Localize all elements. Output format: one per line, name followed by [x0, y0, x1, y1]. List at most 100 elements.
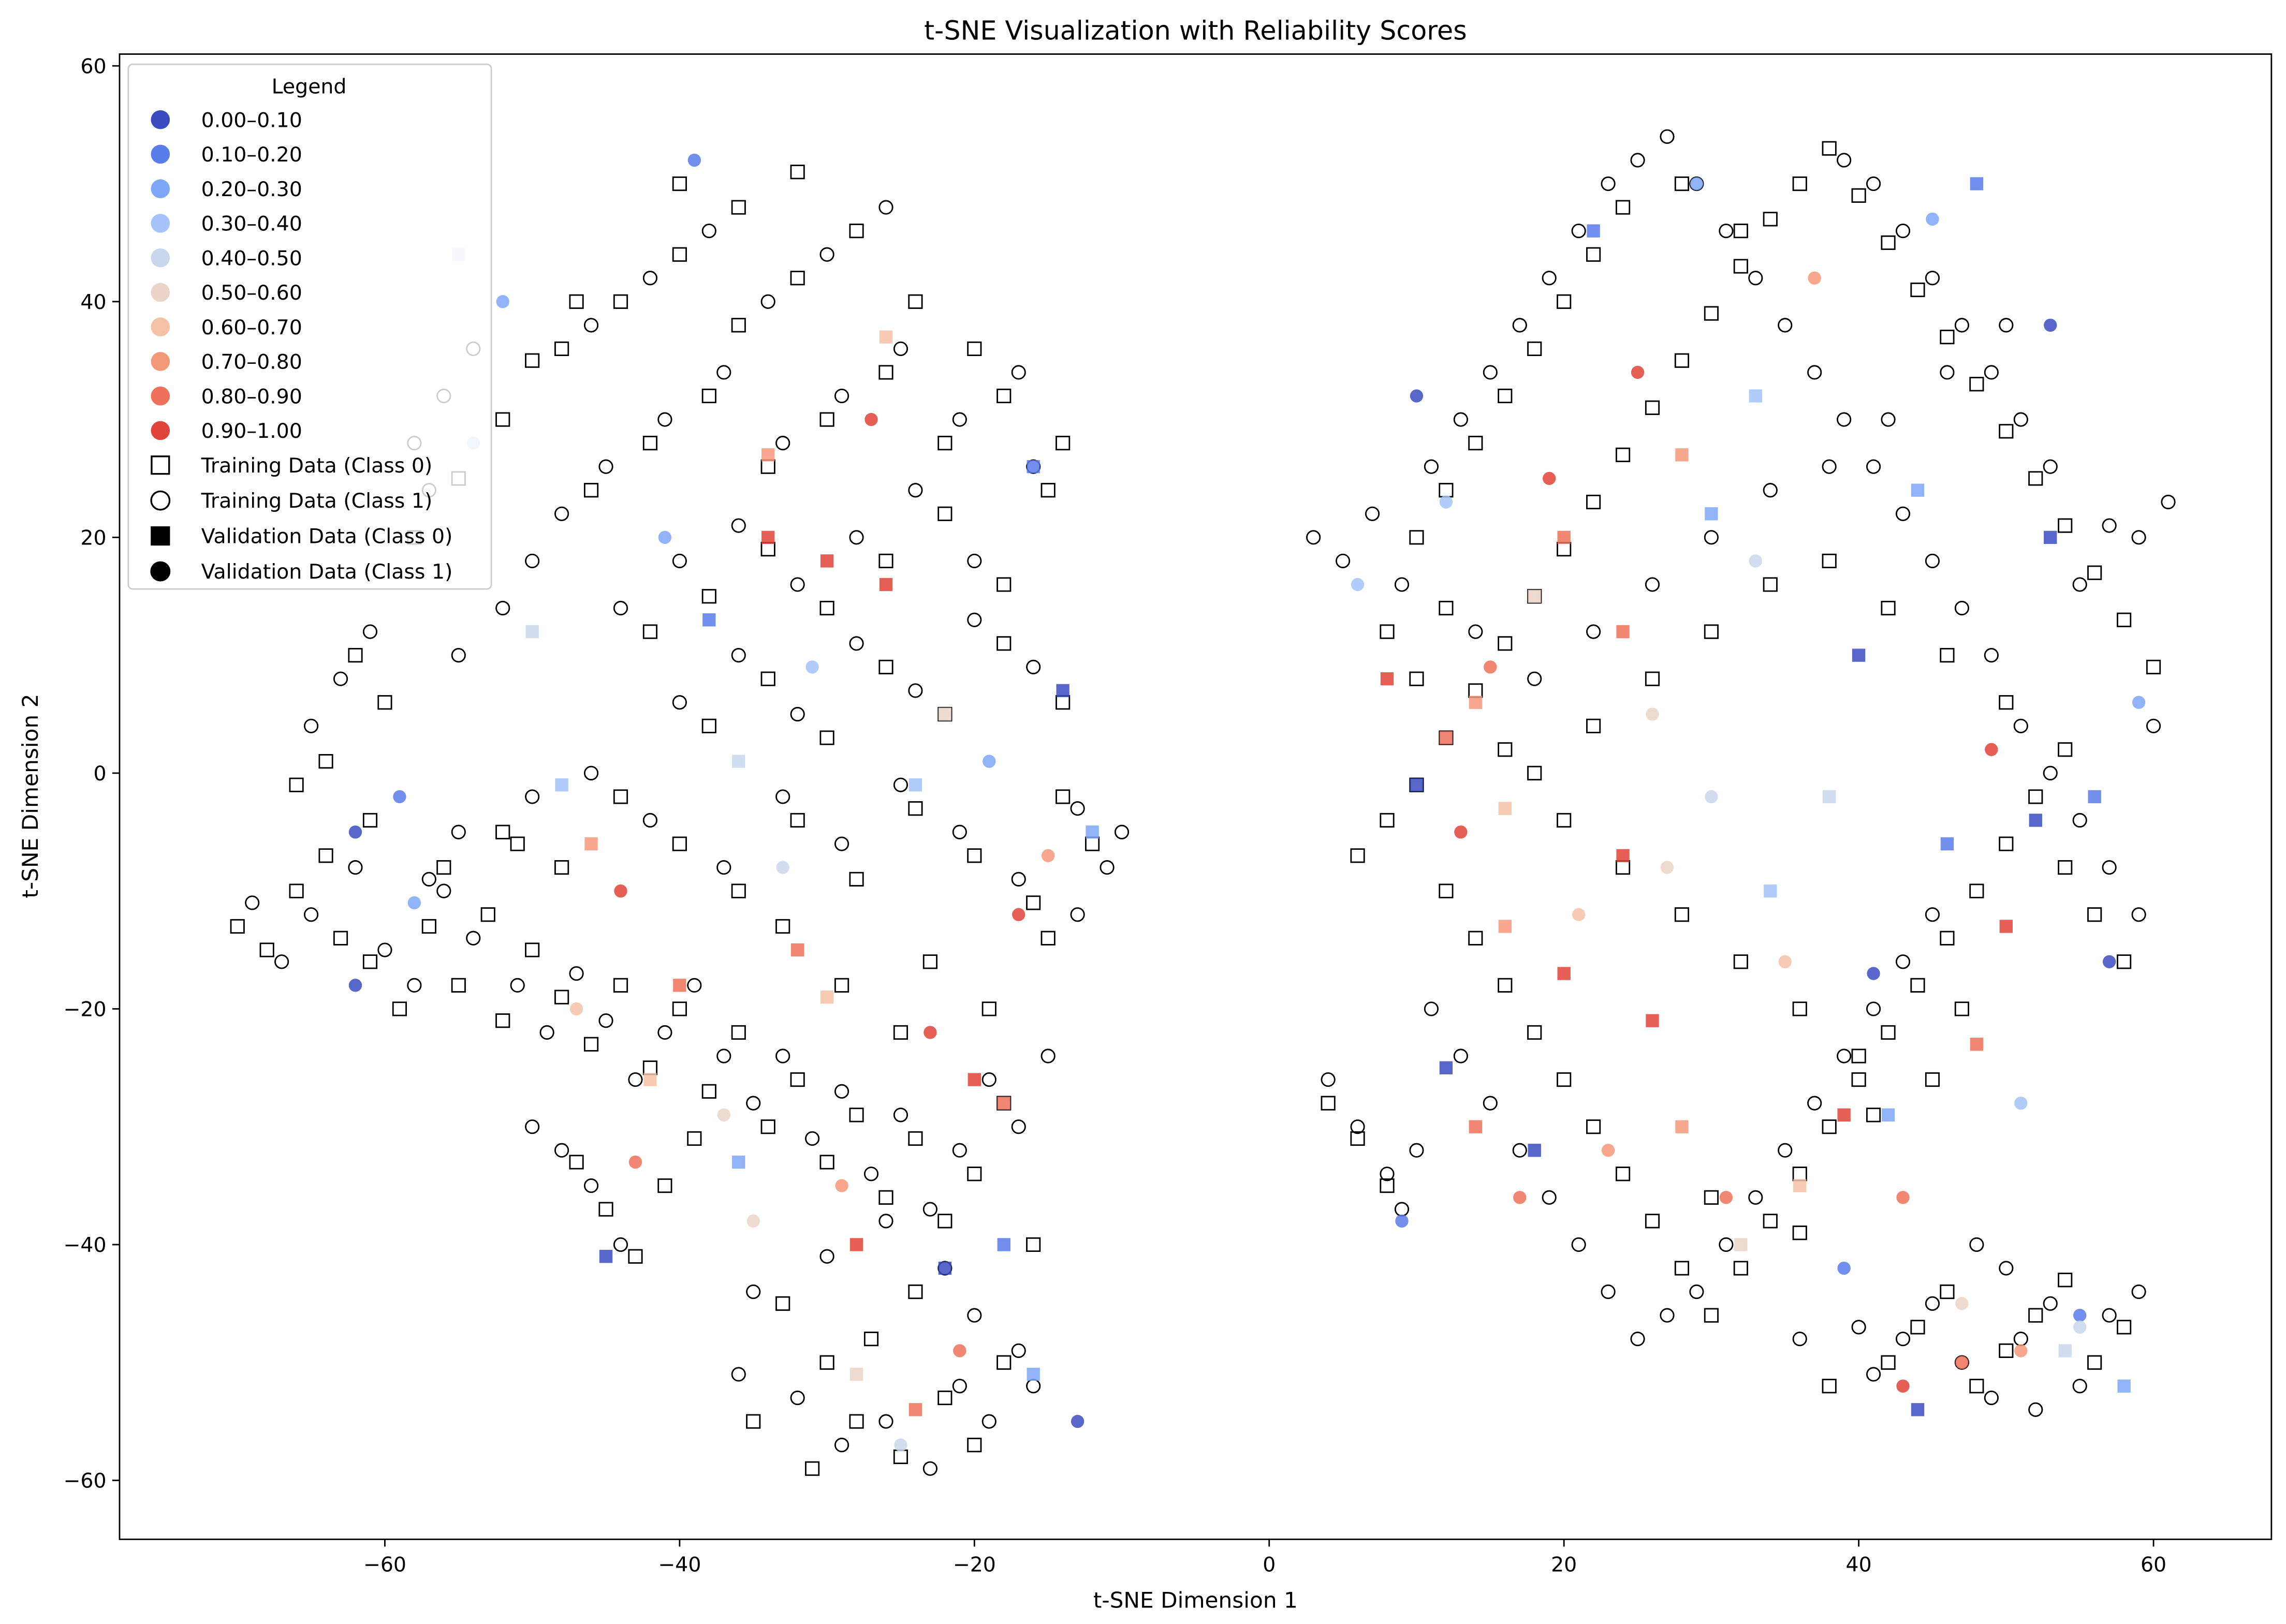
training-data-class-0-point: [672, 836, 687, 851]
training-data-class-0-point: [1792, 1001, 1807, 1016]
training-data-class-1-point: [790, 577, 805, 592]
training-data-class-0-point: [1881, 1355, 1896, 1370]
validation-data-class-1-point: [1660, 861, 1674, 874]
training-data-class-1-point: [1483, 365, 1498, 380]
training-data-class-0-point: [805, 1461, 820, 1476]
training-data-class-0-point: [672, 1001, 687, 1016]
training-data-class-0-point: [790, 1072, 805, 1087]
legend-box: [127, 63, 492, 590]
validation-data-class-1-point: [407, 896, 421, 910]
training-data-class-1-point: [1350, 1119, 1365, 1134]
legend-color-swatch: [151, 421, 170, 440]
training-data-class-0-point: [775, 919, 790, 934]
training-data-class-0-point: [1822, 1379, 1837, 1394]
validation-data-class-1-point: [2132, 696, 2146, 709]
training-data-class-0-point: [1674, 176, 1690, 191]
training-data-class-0-point: [1851, 188, 1866, 203]
training-data-class-0-point: [893, 1025, 908, 1040]
training-data-class-0-point: [2058, 518, 2073, 533]
training-data-class-0-point: [1439, 883, 1454, 898]
training-data-class-0-point: [583, 483, 599, 498]
training-data-class-1-point: [967, 553, 982, 568]
validation-data-class-0-point: [1027, 1367, 1040, 1381]
validation-data-class-1-point: [1896, 1379, 1910, 1393]
training-data-class-0-point: [1792, 1226, 1807, 1241]
training-data-class-1-point: [539, 1025, 554, 1040]
training-data-class-0-point: [878, 365, 893, 380]
training-data-class-0-point: [997, 1355, 1012, 1370]
training-data-class-0-point: [628, 1249, 643, 1264]
training-data-class-0-point: [967, 341, 982, 357]
training-data-class-1-point: [701, 224, 716, 239]
legend-marker-label: Validation Data (Class 0): [201, 525, 453, 549]
training-data-class-0-point: [2087, 907, 2102, 922]
validation-data-class-0-point: [1881, 1108, 1895, 1122]
training-data-class-0-point: [908, 1284, 923, 1300]
training-data-class-1-point: [1895, 954, 1911, 969]
validation-data-class-0-point: [879, 578, 893, 592]
training-data-class-0-point: [362, 813, 378, 828]
training-data-class-0-point: [1557, 1072, 1572, 1087]
training-data-class-0-point: [2058, 742, 2073, 757]
validation-data-class-0-point: [1587, 224, 1600, 238]
validation-data-class-0-point: [2088, 790, 2101, 804]
training-data-class-0-point: [495, 1013, 510, 1028]
validation-data-class-0-point: [1469, 696, 1483, 709]
training-data-class-1-point: [1601, 1284, 1616, 1300]
training-data-class-1-point: [303, 718, 319, 733]
training-data-class-0-point: [318, 754, 333, 769]
validation-data-class-0-point: [1498, 920, 1512, 933]
training-data-class-0-point: [1733, 224, 1748, 239]
training-data-class-0-point: [1999, 1343, 2014, 1359]
validation-data-class-0-point: [908, 1403, 922, 1416]
training-data-class-1-point: [1837, 153, 1852, 168]
validation-data-class-0-point: [1940, 837, 1954, 851]
y-tick-label: 20: [80, 526, 106, 550]
training-data-class-0-point: [583, 1037, 599, 1052]
validation-data-class-1-point: [894, 1438, 907, 1452]
training-data-class-0-point: [2117, 612, 2132, 627]
training-data-class-1-point: [2072, 577, 2087, 592]
training-data-class-1-point: [1895, 224, 1911, 239]
legend-color-label: 0.30–0.40: [201, 212, 302, 236]
training-data-class-1-point: [377, 942, 392, 957]
training-data-class-1-point: [952, 1143, 967, 1158]
training-data-class-0-point: [1041, 931, 1056, 946]
validation-data-class-0-point: [938, 707, 952, 721]
training-data-class-0-point: [1704, 1308, 1719, 1323]
validation-data-class-1-point: [1955, 1297, 1969, 1310]
validation-data-class-1-point: [1955, 1356, 1969, 1369]
training-data-class-1-point: [1512, 318, 1527, 333]
training-data-class-0-point: [1792, 176, 1807, 191]
training-data-class-1-point: [1895, 506, 1911, 521]
training-data-class-0-point: [878, 553, 893, 568]
legend-color-label: 0.00–0.10: [201, 108, 302, 132]
training-data-class-1-point: [731, 648, 746, 663]
training-data-class-1-point: [1424, 1001, 1439, 1016]
training-data-class-1-point: [2146, 718, 2161, 733]
validation-data-class-1-point: [2073, 1320, 2087, 1334]
validation-data-class-0-point: [732, 755, 745, 768]
training-data-class-1-point: [348, 860, 363, 875]
validation-data-class-0-point: [1616, 849, 1630, 862]
legend-marker-square: [151, 455, 170, 475]
training-data-class-0-point: [790, 813, 805, 828]
training-data-class-0-point: [967, 848, 982, 863]
training-data-class-0-point: [289, 777, 304, 792]
training-data-class-0-point: [819, 600, 834, 616]
training-data-class-0-point: [554, 341, 569, 357]
training-data-class-0-point: [1439, 600, 1454, 616]
training-data-class-0-point: [937, 436, 952, 451]
validation-data-class-1-point: [348, 825, 362, 839]
training-data-class-0-point: [1674, 907, 1690, 922]
legend-color-swatch: [151, 214, 170, 233]
training-data-class-0-point: [997, 636, 1012, 651]
training-data-class-0-point: [1925, 1072, 1940, 1087]
validation-data-class-1-point: [2102, 955, 2116, 968]
validation-data-class-1-point: [835, 1179, 848, 1192]
training-data-class-0-point: [1468, 931, 1483, 946]
validation-data-class-1-point: [1837, 1261, 1851, 1275]
training-data-class-0-point: [1527, 1025, 1542, 1040]
training-data-class-0-point: [1969, 377, 1984, 392]
